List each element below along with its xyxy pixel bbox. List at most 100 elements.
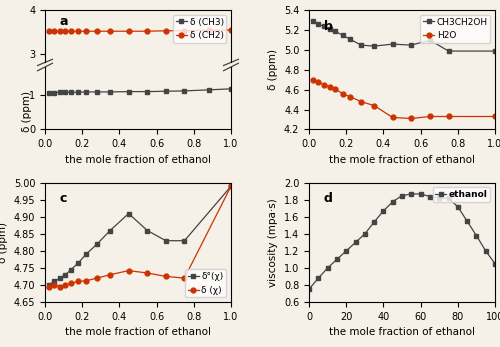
δ (CH3) [52, 136, 58, 140]
δ°(χ) [62, 273, 68, 277]
ethanol [390, 200, 396, 204]
δ (CH2) [94, 29, 100, 33]
δ (CH3) [144, 90, 150, 94]
Legend: CH3CH2OH, H2O: CH3CH2OH, H2O [420, 15, 490, 43]
ethanol [455, 205, 461, 209]
δ (CH2) [68, 29, 74, 33]
δ (χ) [126, 269, 132, 273]
δ (CH3) [126, 90, 132, 94]
CH3CH2OH [332, 29, 338, 33]
ethanol [316, 276, 322, 280]
CH3CH2OH [326, 27, 332, 31]
δ (CH3) [46, 136, 52, 140]
ethanol [436, 196, 442, 200]
δ (CH2) [228, 28, 234, 32]
δ (CH3) [107, 90, 113, 94]
Legend: δ (CH3), δ (CH2): δ (CH3), δ (CH2) [174, 15, 227, 43]
δ (CH2) [144, 5, 150, 9]
δ°(χ) [107, 228, 113, 232]
δ (CH3) [182, 134, 188, 138]
CH3CH2OH [310, 19, 316, 23]
δ (CH3) [76, 90, 82, 94]
ethanol [418, 192, 424, 196]
δ (CH2) [107, 29, 113, 33]
CH3CH2OH [446, 49, 452, 53]
δ (CH3) [228, 87, 234, 91]
δ (CH2) [182, 29, 188, 33]
δ (CH2) [228, 4, 234, 8]
δ (CH2) [163, 5, 169, 9]
ethanol [482, 249, 488, 253]
Text: δ (ppm): δ (ppm) [22, 91, 32, 132]
δ (CH3) [206, 88, 212, 92]
X-axis label: the mole fraction of ethanol: the mole fraction of ethanol [329, 155, 475, 165]
δ (CH3) [46, 91, 52, 95]
H2O [316, 80, 322, 84]
δ (χ) [68, 281, 74, 285]
H2O [340, 92, 345, 96]
δ (CH2) [206, 5, 212, 9]
Legend: δ°(χ), δ (χ): δ°(χ), δ (χ) [185, 270, 226, 297]
δ (CH2) [57, 29, 63, 33]
δ (χ) [228, 184, 234, 188]
δ (CH2) [52, 5, 58, 9]
δ (CH2) [46, 29, 52, 33]
X-axis label: the mole fraction of ethanol: the mole fraction of ethanol [329, 327, 475, 337]
δ (CH2) [83, 29, 89, 33]
δ°(χ) [46, 283, 52, 287]
δ (CH2) [52, 29, 58, 33]
δ (CH2) [206, 28, 212, 32]
Line: δ°(χ): δ°(χ) [46, 184, 234, 287]
δ°(χ) [163, 239, 169, 243]
δ (χ) [144, 271, 150, 275]
δ (CH3) [52, 91, 58, 95]
δ (χ) [46, 285, 52, 289]
ethanol [371, 220, 377, 224]
δ (CH2) [144, 29, 150, 33]
δ (χ) [107, 273, 113, 277]
δ°(χ) [228, 184, 234, 188]
Text: b: b [324, 20, 333, 33]
ethanol [446, 196, 452, 200]
H2O [358, 100, 364, 104]
δ°(χ) [126, 211, 132, 215]
δ (CH3) [206, 132, 212, 136]
CH3CH2OH [316, 22, 322, 26]
δ°(χ) [52, 279, 58, 283]
Line: CH3CH2OH: CH3CH2OH [310, 19, 498, 53]
δ (χ) [182, 276, 188, 280]
H2O [408, 116, 414, 120]
δ (CH2) [62, 5, 68, 9]
ethanol [343, 249, 349, 253]
δ (CH3) [228, 131, 234, 135]
H2O [492, 115, 498, 119]
δ (CH3) [83, 135, 89, 139]
δ°(χ) [76, 261, 82, 265]
δ (CH3) [62, 90, 68, 94]
H2O [310, 78, 316, 82]
δ°(χ) [94, 242, 100, 246]
δ (CH2) [68, 5, 74, 9]
δ (CH2) [126, 5, 132, 9]
H2O [326, 85, 332, 89]
CH3CH2OH [427, 38, 433, 42]
δ (CH3) [182, 89, 188, 93]
ethanol [492, 262, 498, 266]
δ°(χ) [83, 252, 89, 256]
δ (CH2) [83, 5, 89, 9]
Line: H2O: H2O [310, 77, 498, 121]
Text: a: a [60, 15, 68, 27]
δ (CH3) [68, 135, 74, 139]
δ (χ) [62, 283, 68, 287]
CH3CH2OH [358, 43, 364, 47]
δ (CH3) [57, 135, 63, 139]
δ (CH3) [57, 90, 63, 94]
Line: δ (χ): δ (χ) [46, 184, 234, 289]
Line: δ (CH3): δ (CH3) [46, 86, 234, 95]
ethanol [352, 240, 358, 245]
δ (CH3) [94, 90, 100, 94]
δ (CH3) [163, 89, 169, 93]
δ°(χ) [144, 228, 150, 232]
δ (χ) [94, 276, 100, 280]
δ (CH3) [76, 135, 82, 139]
